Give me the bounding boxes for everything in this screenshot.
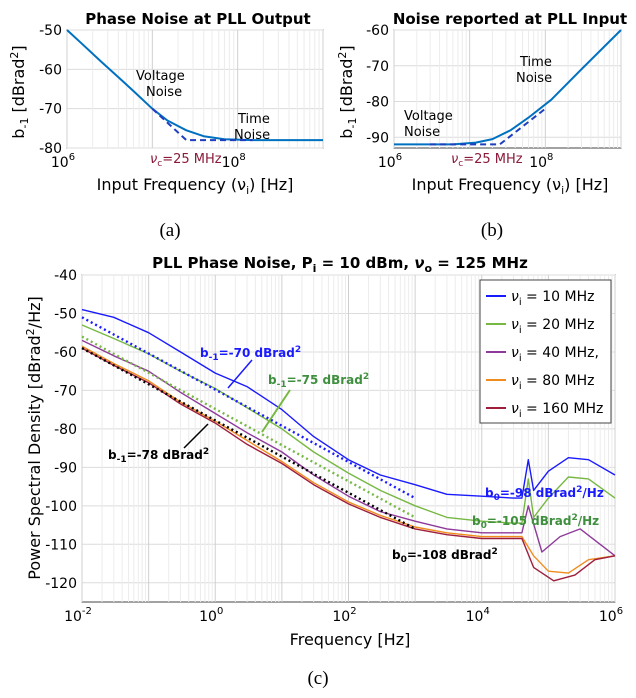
panel-c-annotation-b0-108: b0=-108 dBrad2: [392, 547, 498, 565]
panel-c-y-axis-label: Power Spectral Density [dBrad2/Hz]: [24, 296, 44, 580]
y-tick-label: -70: [54, 383, 77, 399]
panel-b-tick-labels: -60 -70 -80 -90 106 108: [366, 23, 553, 171]
panel-a-annotation-voltage: Voltage Noise: [136, 69, 189, 100]
panel-a-annotation-time: Time Noise: [234, 112, 274, 143]
panel-c-tick-labels: -40 -50 -60 -70 -80 -90 -100 -110 -120 10-2 100 102…: [45, 268, 623, 625]
y-tick-label: -80: [54, 422, 77, 438]
fit-line: [81, 316, 416, 500]
panel-b-annotation-nu-c: νc=25 MHz: [451, 152, 523, 169]
legend-label: νi = 80 MHz: [511, 373, 594, 392]
panel-a-caption: (a): [159, 220, 180, 241]
panel-c-title: PLL Phase Noise, Pi = 10 dBm, νo = 125 M…: [152, 254, 528, 275]
panel-c-annotation-b0-105: b0=-105 dBrad2/Hz: [472, 513, 599, 531]
x-tick-label: 106: [51, 152, 75, 171]
x-tick-label: 106: [378, 152, 402, 171]
y-tick-label: -60: [39, 62, 62, 78]
y-tick-label: -80: [39, 141, 62, 157]
y-tick-label: -120: [45, 576, 77, 592]
y-tick-label: -50: [54, 306, 77, 322]
x-tick-label: 102: [332, 606, 356, 625]
panel-b-title: Noise reported at PLL Input: [393, 10, 627, 28]
panel-c-x-axis-label: Frequency [Hz]: [290, 630, 411, 649]
panel-b-x-axis-label: Input Frequency (νi) [Hz]: [412, 175, 609, 197]
panel-a-grid: [66, 29, 324, 149]
legend-entries: νi = 10 MHz νi = 20 MHz νi = 40 MHz, νi = 8…: [486, 289, 603, 420]
panel-b-annotation-time: Time Noise: [516, 55, 556, 86]
series-line: [81, 345, 616, 574]
y-tick-label: -100: [45, 499, 77, 515]
panel-b-series: [394, 29, 622, 146]
panel-b-annotation-voltage: Voltage Noise: [404, 109, 457, 140]
panel-b: Noise reported at PLL Input -60 -70 -80 -90…: [336, 10, 627, 241]
y-tick-label: -70: [39, 102, 62, 118]
panel-a-series: [66, 29, 323, 142]
panel-c-annotation-b-1-75: b-1=-75 dBrad2: [268, 372, 369, 390]
series-line: [81, 308, 616, 499]
panel-a-y-axis-label: b-1 [dBrad2]: [8, 45, 31, 138]
panel-c-arrow-b-1-75: [261, 389, 291, 433]
panel-a-title: Phase Noise at PLL Output: [85, 10, 310, 28]
y-tick-label: -40: [54, 268, 77, 284]
series-line: [81, 339, 616, 557]
y-tick-label: -110: [45, 537, 77, 553]
asymptote-line: [151, 107, 253, 142]
x-tick-label: 10-2: [64, 606, 92, 625]
panel-c-annotation-b-1-70: b-1=-70 dBrad2: [200, 345, 301, 363]
legend-label: νi = 160 MHz: [511, 401, 603, 420]
fit-line: [81, 335, 416, 519]
y-tick-label: -60: [54, 345, 77, 361]
panel-c-legend: νi = 10 MHz νi = 20 MHz νi = 40 MHz, νi = 8…: [479, 279, 612, 424]
x-tick-label: 104: [466, 606, 490, 625]
panel-c-annotation-b0-98: b0=-98 dBrad2/Hz: [485, 485, 604, 503]
panel-c-arrow-b-1-78: [183, 423, 209, 449]
y-tick-label: -60: [366, 23, 389, 39]
x-tick-label: 108: [222, 152, 246, 171]
series-line: [81, 347, 616, 582]
y-tick-label: -50: [39, 23, 62, 39]
y-tick-label: -90: [366, 130, 389, 146]
y-tick-label: -80: [366, 95, 389, 111]
panel-a-annotation-nu-c: νc=25 MHz: [150, 152, 222, 169]
x-tick-label: 100: [199, 606, 223, 625]
panel-c-fit-lines: [81, 316, 416, 530]
y-tick-label: -70: [366, 59, 389, 75]
panel-c: PLL Phase Noise, Pi = 10 dBm, νo = 125 M…: [24, 254, 623, 689]
measured-line: [66, 29, 323, 142]
panel-c-annotation-b-1-78: b-1=-78 dBrad2: [108, 447, 209, 465]
panel-c-caption: (c): [307, 668, 328, 689]
legend-label: νi = 10 MHz: [511, 289, 594, 308]
panel-b-grid: [393, 29, 622, 148]
fit-line: [81, 347, 416, 530]
panel-b-caption: (b): [481, 220, 503, 241]
panel-a: Phase Noise at PLL Output -50-60-70-8010…: [8, 10, 324, 241]
x-tick-label: 108: [529, 152, 553, 171]
y-tick-label: -90: [54, 460, 77, 476]
panel-c-arrow-b-1-70: [227, 359, 253, 389]
legend-label: νi = 40 MHz,: [511, 345, 599, 364]
x-tick-label: 106: [599, 606, 623, 625]
panel-a-plot-frame: [66, 29, 324, 149]
asymptote-line: [430, 107, 546, 146]
panel-b-y-axis-label: b-1 [dBrad2]: [336, 45, 359, 138]
legend-label: νi = 20 MHz: [511, 317, 594, 336]
panel-a-x-axis-label: Input Frequency (νi) [Hz]: [97, 175, 294, 197]
